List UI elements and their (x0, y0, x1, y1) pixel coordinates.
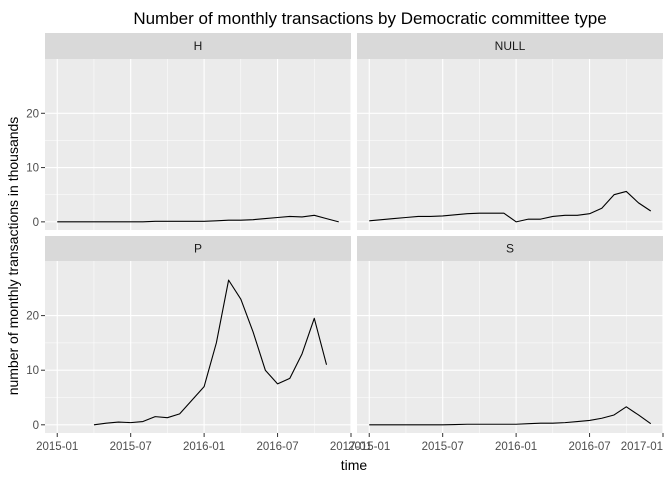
panels: H NULL P S (45, 33, 664, 433)
y-tick-label: 10 (26, 163, 39, 175)
x-tick-label: 2015-07 (110, 441, 152, 453)
x-tick-label: 2017-01 (330, 441, 372, 453)
facet-strip-label: S (506, 242, 514, 256)
chart-title: Number of monthly transactions by Democr… (133, 9, 606, 28)
x-tick-label: 2017-01 (621, 441, 663, 453)
y-tick-label: 10 (26, 365, 39, 377)
panel-background (45, 59, 351, 230)
facet-strip (357, 33, 663, 59)
series-line-p (93, 279, 328, 426)
y-tick-label: 0 (33, 420, 39, 432)
y-tick-label: 20 (26, 108, 39, 120)
facet-strip (357, 236, 663, 261)
panel-background (357, 59, 663, 230)
series-line-s (369, 406, 652, 426)
y-ticks: 0 10 20 0 10 20 (26, 108, 45, 432)
facet-strip-label: H (194, 39, 203, 53)
series-line-h (57, 214, 339, 223)
x-tick-label: 2015-07 (422, 441, 464, 453)
facet-strip-label: NULL (495, 39, 526, 53)
x-axis-title: time (341, 457, 368, 473)
x-ticks: 2015-01 2015-07 2016-01 2016-07 2017-012015-… (36, 433, 664, 453)
x-tick-label: 2016-07 (256, 441, 298, 453)
panel-background (357, 261, 663, 433)
x-tick-label: 2015-01 (348, 441, 390, 453)
facet-panel-p: P (45, 236, 352, 433)
facet-panel-s: S (357, 236, 664, 433)
x-tick-label: 2015-01 (36, 441, 78, 453)
x-tick-label: 2016-01 (183, 441, 225, 453)
x-tick-label: 2016-01 (495, 441, 537, 453)
y-tick-label: 20 (26, 311, 39, 323)
series-line-null (369, 190, 652, 223)
facet-strip (45, 236, 351, 261)
facet-strip-label: P (194, 242, 202, 256)
facet-panel-h: H (45, 33, 352, 230)
facet-panel-null: NULL (357, 33, 664, 230)
y-axis-title: number of monthly transactions in thousa… (5, 117, 21, 396)
facet-strip (45, 33, 351, 59)
panel-background (45, 261, 351, 433)
y-tick-label: 0 (33, 217, 39, 229)
x-tick-label: 2016-07 (568, 441, 610, 453)
